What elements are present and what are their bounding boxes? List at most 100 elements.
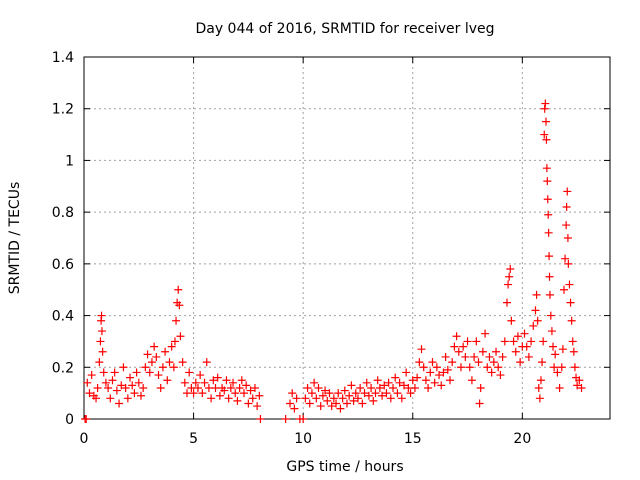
data-point (85, 389, 94, 398)
data-point (169, 363, 178, 372)
data-point (224, 394, 233, 403)
y-tick-label: 0 (65, 412, 74, 428)
data-point (430, 378, 439, 387)
data-point (189, 389, 198, 398)
data-point (139, 383, 148, 392)
data-point (286, 399, 295, 408)
data-point (408, 376, 417, 385)
data-point (575, 376, 584, 385)
data-point (494, 363, 503, 372)
data-point (141, 363, 150, 372)
data-point (106, 394, 115, 403)
data-point (465, 363, 474, 372)
data-point (413, 373, 422, 382)
data-point (222, 376, 231, 385)
data-point (250, 383, 259, 392)
data-point (500, 337, 509, 346)
data-point (439, 368, 448, 377)
data-point (485, 352, 494, 361)
data-point (290, 404, 299, 413)
data-point (450, 342, 459, 351)
data-point (347, 381, 356, 390)
data-point (180, 378, 189, 387)
data-point (555, 383, 564, 392)
data-point (242, 381, 251, 390)
data-point (522, 342, 531, 351)
data-point (520, 329, 529, 338)
data-series-srmtid (81, 99, 586, 423)
data-point (435, 371, 444, 380)
y-tick-label: 1 (65, 153, 74, 169)
data-point (237, 376, 246, 385)
data-point (87, 371, 96, 380)
data-point (558, 345, 567, 354)
y-tick-label: 0.6 (52, 257, 74, 273)
data-point (215, 391, 224, 400)
data-point (112, 386, 121, 395)
data-point (301, 394, 310, 403)
y-tick-label: 0.4 (52, 309, 74, 325)
data-point (391, 373, 400, 382)
data-point (136, 391, 145, 400)
data-point (539, 337, 548, 346)
data-point (231, 389, 240, 398)
data-point (513, 332, 522, 341)
data-point (220, 386, 229, 395)
x-tick-label: 10 (294, 431, 312, 447)
data-point (167, 342, 176, 351)
data-point (321, 386, 330, 395)
data-point (563, 187, 572, 196)
x-tick-label: 15 (404, 431, 422, 447)
data-point (235, 383, 244, 392)
data-point (312, 394, 321, 403)
data-point (562, 202, 571, 211)
data-point (472, 337, 481, 346)
data-point (233, 396, 242, 405)
data-point (492, 347, 501, 356)
data-point (119, 363, 128, 372)
data-point (541, 99, 550, 108)
data-point (104, 383, 113, 392)
data-point (452, 332, 461, 341)
data-point (542, 117, 551, 126)
grid (84, 57, 610, 419)
data-point (545, 290, 554, 299)
data-point (561, 254, 570, 263)
data-point (542, 135, 551, 144)
data-point (207, 394, 216, 403)
data-point (83, 378, 92, 387)
data-point (345, 391, 354, 400)
data-point (410, 383, 419, 392)
data-point (340, 386, 349, 395)
data-point (540, 104, 549, 113)
data-point (502, 298, 511, 307)
data-point (505, 272, 514, 281)
data-point (389, 383, 398, 392)
data-point (145, 368, 154, 377)
data-point (115, 399, 124, 408)
data-point (426, 368, 435, 377)
x-tick-label: 20 (513, 431, 531, 447)
data-point (126, 373, 135, 382)
data-point (93, 383, 102, 392)
data-point (299, 415, 308, 423)
data-point (566, 298, 575, 307)
data-point (343, 399, 351, 408)
data-point (334, 389, 343, 398)
data-point (543, 195, 552, 204)
data-point (542, 164, 551, 173)
chart-title: Day 044 of 2016, SRMTID for receiver lve… (195, 21, 494, 37)
data-point (360, 389, 369, 398)
data-point (570, 363, 579, 372)
x-axis-tick-labels: 0 5 10 15 20 (80, 431, 532, 447)
data-point (448, 358, 457, 367)
data-point (185, 368, 194, 377)
data-point (239, 389, 248, 398)
data-point (475, 399, 484, 408)
data-point (463, 337, 472, 346)
data-point (373, 376, 382, 385)
data-point (504, 280, 513, 289)
data-point (332, 399, 341, 408)
data-point (551, 350, 560, 359)
x-tick-label: 5 (189, 431, 198, 447)
